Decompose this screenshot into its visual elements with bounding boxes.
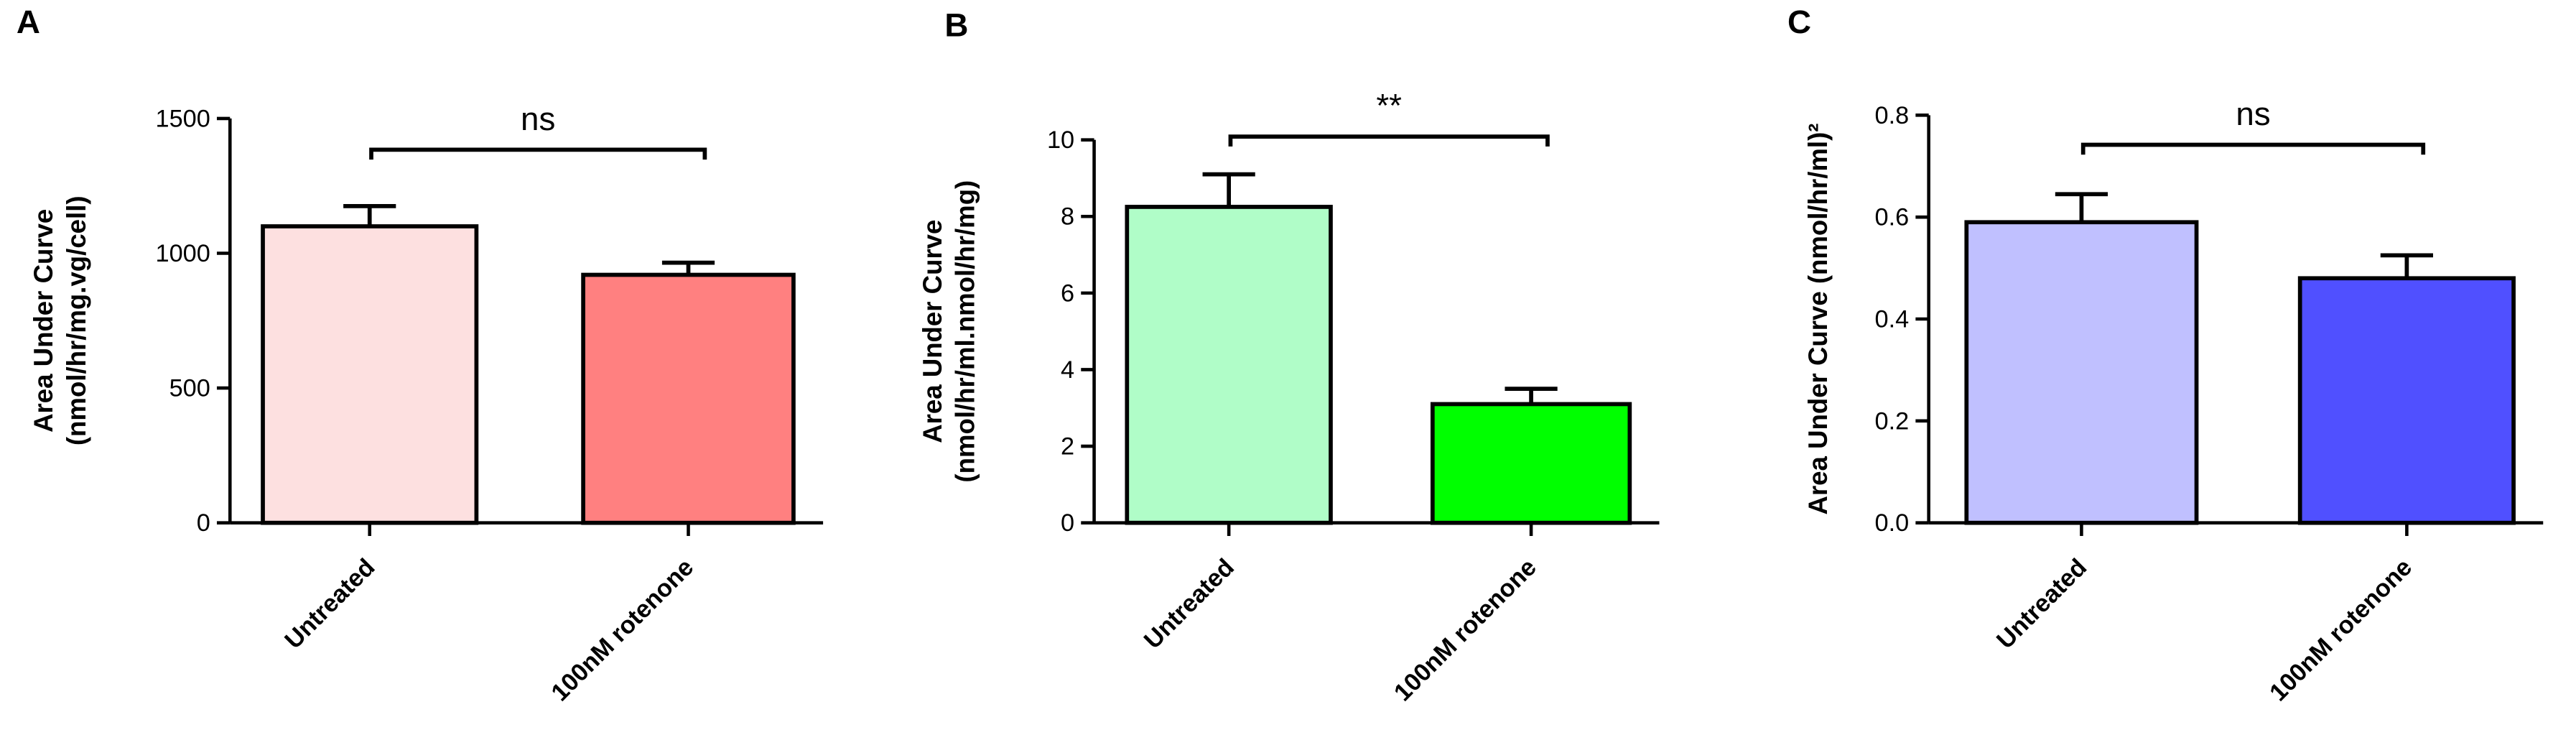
- x-tick-label: Untreated: [279, 554, 380, 655]
- bar: [1964, 220, 2199, 525]
- bar: [1125, 205, 1333, 525]
- y-axis-label: Area Under Curve: [918, 220, 947, 443]
- y-tick-label: 1000: [156, 240, 210, 267]
- bar: [1430, 402, 1632, 525]
- significance-bracket: [2080, 142, 2426, 155]
- bar: [261, 224, 479, 525]
- panel-label: B: [944, 7, 968, 44]
- y-tick-label: 8: [1061, 203, 1074, 231]
- y-axis-label: Area Under Curve: [29, 209, 58, 433]
- panel-label: A: [17, 4, 40, 40]
- y-tick-label: 0.4: [1875, 305, 1910, 333]
- y-tick-label: 2: [1061, 433, 1074, 461]
- y-tick-label: 500: [169, 375, 210, 402]
- y-tick-label: 0.6: [1875, 204, 1910, 231]
- y-tick-label: 4: [1061, 356, 1074, 384]
- y-tick-label: 0.2: [1875, 407, 1910, 435]
- y-tick-label: 0.0: [1875, 509, 1910, 537]
- y-tick-label: 10: [1047, 126, 1074, 154]
- x-tick-label: 100nM rotenone: [2264, 554, 2417, 707]
- x-tick-label: Untreated: [1139, 554, 1240, 655]
- y-tick-label: 1500: [156, 105, 210, 132]
- y-tick-label: 0: [197, 509, 210, 537]
- bar: [2297, 276, 2516, 525]
- significance-bracket: [369, 147, 707, 160]
- significance-label: **: [1376, 88, 1402, 124]
- bar: [581, 272, 796, 525]
- x-tick-label: 100nM rotenone: [546, 554, 699, 707]
- y-tick-label: 0: [1061, 509, 1074, 537]
- x-tick-label: 100nM rotenone: [1389, 554, 1542, 707]
- y-axis-label: (nmol/hr/mg.vg/cell): [62, 195, 91, 445]
- significance-label: ns: [2236, 96, 2270, 132]
- y-tick-label: 0.8: [1875, 102, 1910, 129]
- y-axis-label: Area Under Curve (nmol/hr/ml)²: [1803, 124, 1833, 515]
- significance-bracket: [1228, 134, 1550, 147]
- panel-label: C: [1787, 4, 1811, 40]
- x-tick-label: Untreated: [1991, 554, 2092, 655]
- significance-label: ns: [521, 101, 555, 137]
- y-axis-label: (nmol/hr/ml.nmol/hr/mg): [951, 180, 980, 483]
- y-tick-label: 6: [1061, 279, 1074, 307]
